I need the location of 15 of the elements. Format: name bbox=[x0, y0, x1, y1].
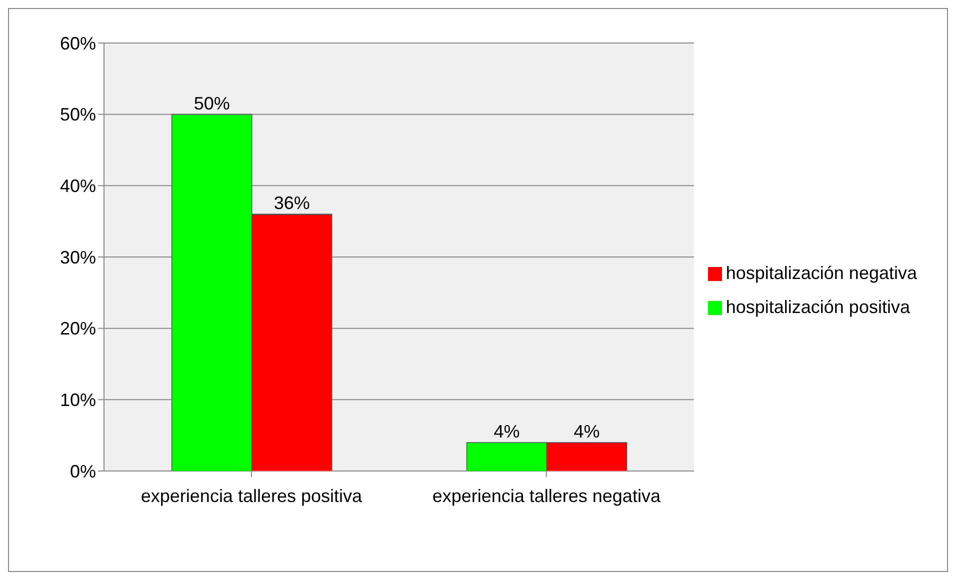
y-tick-label: 40% bbox=[60, 176, 96, 196]
y-tick-label: 0% bbox=[70, 461, 96, 482]
legend-label: hospitalización positiva bbox=[726, 297, 910, 317]
data-label: 4% bbox=[494, 421, 520, 442]
data-label: 36% bbox=[274, 193, 310, 214]
y-tick-label: 10% bbox=[60, 390, 96, 410]
x-tick-label: experiencia talleres negativa bbox=[432, 486, 662, 506]
y-tick-label: 30% bbox=[60, 247, 96, 268]
legend-label: hospitalización negativa bbox=[726, 263, 917, 283]
y-tick-label: 50% bbox=[60, 104, 96, 125]
y-tick-label: 60% bbox=[60, 33, 96, 54]
data-label: 4% bbox=[574, 421, 600, 442]
x-tick-label: experiencia talleres positiva bbox=[140, 486, 364, 506]
y-tick-label: 20% bbox=[60, 318, 96, 339]
data-label: 50% bbox=[194, 93, 230, 114]
